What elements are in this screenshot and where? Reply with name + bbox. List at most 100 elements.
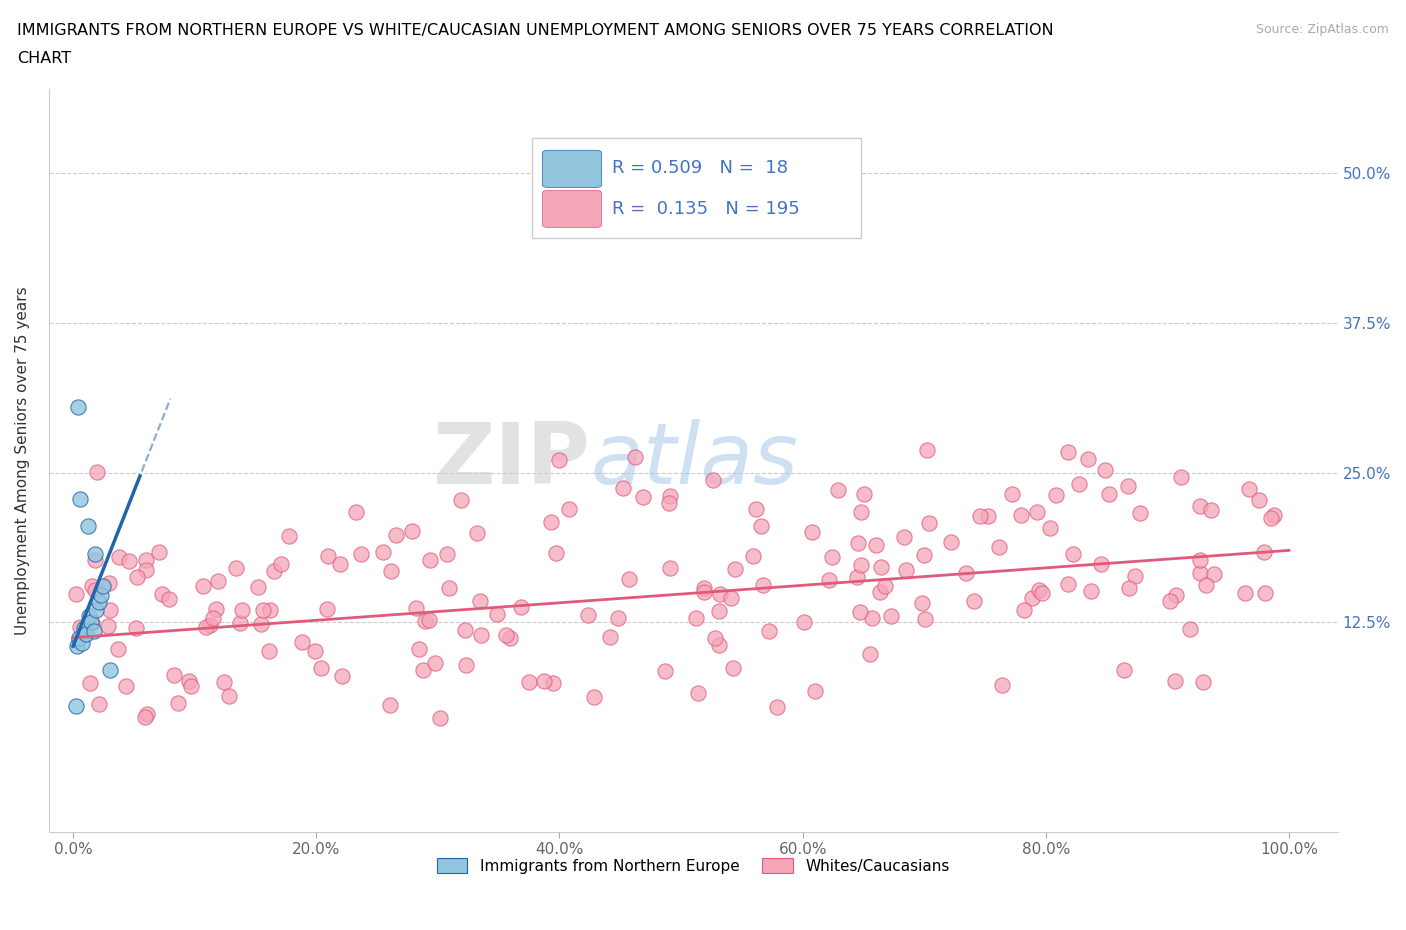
Point xyxy=(465,525,488,540)
Point xyxy=(896,563,918,578)
Point xyxy=(278,529,301,544)
Point xyxy=(97,619,120,634)
Point xyxy=(1199,502,1222,517)
Point xyxy=(800,525,823,539)
Point xyxy=(163,668,186,683)
Point xyxy=(860,611,883,626)
Point xyxy=(865,538,887,552)
Point xyxy=(1170,470,1192,485)
FancyBboxPatch shape xyxy=(531,138,860,238)
Point xyxy=(709,586,731,601)
Point xyxy=(1249,493,1271,508)
Point xyxy=(612,481,634,496)
Point xyxy=(114,679,136,694)
Point xyxy=(150,587,173,602)
Point xyxy=(470,628,492,643)
Point xyxy=(84,552,107,567)
Point xyxy=(1188,552,1211,567)
Point xyxy=(167,696,190,711)
Point xyxy=(200,618,222,632)
Point xyxy=(804,684,827,698)
Point xyxy=(510,599,533,614)
Point xyxy=(693,580,716,595)
Point xyxy=(849,504,872,519)
Y-axis label: Unemployment Among Seniors over 75 years: Unemployment Among Seniors over 75 years xyxy=(15,286,30,635)
Point xyxy=(911,595,934,610)
Point xyxy=(263,564,285,578)
Point xyxy=(225,560,247,575)
Point xyxy=(291,634,314,649)
Point xyxy=(373,544,395,559)
Point xyxy=(851,558,873,573)
Point xyxy=(912,548,935,563)
Point xyxy=(83,623,105,638)
Point xyxy=(439,580,461,595)
Point xyxy=(1163,673,1185,688)
Point xyxy=(107,550,129,565)
Point xyxy=(1129,506,1152,521)
Point xyxy=(65,698,87,713)
Point xyxy=(1025,504,1047,519)
Point xyxy=(495,627,517,642)
Point xyxy=(378,698,401,712)
Point xyxy=(66,399,89,414)
Text: R = 0.509   N =  18: R = 0.509 N = 18 xyxy=(612,159,787,177)
Point xyxy=(1039,520,1062,535)
Point xyxy=(915,443,938,458)
Point xyxy=(1045,487,1067,502)
Point xyxy=(87,594,110,609)
Point xyxy=(218,688,240,703)
Point xyxy=(117,554,139,569)
Point xyxy=(304,644,326,658)
Point xyxy=(658,495,681,510)
Point xyxy=(741,549,763,564)
Point xyxy=(686,685,709,700)
Point xyxy=(859,646,882,661)
Text: R =  0.135   N = 195: R = 0.135 N = 195 xyxy=(612,200,800,218)
Point xyxy=(136,707,159,722)
Text: CHART: CHART xyxy=(17,51,70,66)
Point xyxy=(69,491,91,506)
Point xyxy=(454,622,477,637)
Point xyxy=(194,619,217,634)
Point xyxy=(659,561,682,576)
Point xyxy=(67,632,90,647)
Point xyxy=(419,552,441,567)
Point xyxy=(80,616,103,631)
Point xyxy=(1164,588,1187,603)
Point xyxy=(134,710,156,724)
Point xyxy=(1077,451,1099,466)
Point xyxy=(988,539,1011,554)
Point xyxy=(576,607,599,622)
Point xyxy=(870,560,893,575)
Point xyxy=(818,572,841,587)
Point xyxy=(259,603,281,618)
Point xyxy=(852,486,875,501)
Point xyxy=(80,615,103,630)
Point xyxy=(67,631,90,645)
Point xyxy=(1010,508,1032,523)
Point xyxy=(65,586,87,601)
Point xyxy=(90,587,112,602)
Point xyxy=(73,620,96,635)
Point xyxy=(745,502,768,517)
Point xyxy=(693,584,716,599)
Point xyxy=(80,578,103,593)
Point xyxy=(69,619,91,634)
Point xyxy=(309,661,332,676)
Point xyxy=(1123,568,1146,583)
Point xyxy=(66,639,89,654)
Point xyxy=(315,602,337,617)
Point xyxy=(752,578,775,592)
Point xyxy=(135,563,157,578)
Point xyxy=(849,605,872,620)
Point xyxy=(1094,462,1116,477)
Point xyxy=(77,609,100,624)
Point xyxy=(631,490,654,505)
Point xyxy=(990,677,1012,692)
Point xyxy=(1057,577,1080,591)
Point xyxy=(1260,511,1282,525)
Point xyxy=(821,550,844,565)
Point xyxy=(533,674,555,689)
Point xyxy=(873,578,896,593)
